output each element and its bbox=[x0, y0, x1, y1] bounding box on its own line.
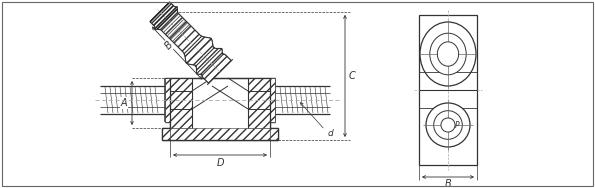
Polygon shape bbox=[170, 128, 270, 140]
Polygon shape bbox=[270, 78, 275, 122]
Text: d: d bbox=[328, 129, 334, 137]
Polygon shape bbox=[162, 128, 170, 140]
Text: C: C bbox=[349, 71, 355, 81]
Polygon shape bbox=[162, 78, 278, 140]
Text: A: A bbox=[121, 98, 127, 108]
Bar bbox=[419, 15, 477, 165]
Text: D: D bbox=[216, 158, 224, 168]
Polygon shape bbox=[170, 78, 192, 128]
Polygon shape bbox=[248, 78, 270, 128]
Text: P: P bbox=[455, 121, 459, 130]
Circle shape bbox=[441, 118, 455, 132]
Polygon shape bbox=[165, 78, 170, 122]
Circle shape bbox=[434, 111, 462, 139]
Circle shape bbox=[426, 103, 470, 147]
Ellipse shape bbox=[437, 42, 459, 66]
Ellipse shape bbox=[430, 33, 466, 75]
Ellipse shape bbox=[420, 22, 476, 86]
Polygon shape bbox=[270, 128, 278, 140]
Text: B: B bbox=[163, 39, 175, 51]
Polygon shape bbox=[150, 2, 231, 83]
Text: B: B bbox=[444, 179, 452, 188]
